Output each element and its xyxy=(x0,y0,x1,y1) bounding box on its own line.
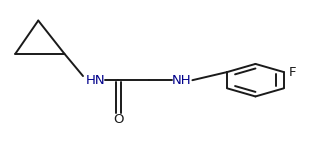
Text: F: F xyxy=(289,66,296,78)
Text: HN: HN xyxy=(86,74,105,87)
Text: NH: NH xyxy=(172,74,192,87)
Text: O: O xyxy=(113,113,124,126)
